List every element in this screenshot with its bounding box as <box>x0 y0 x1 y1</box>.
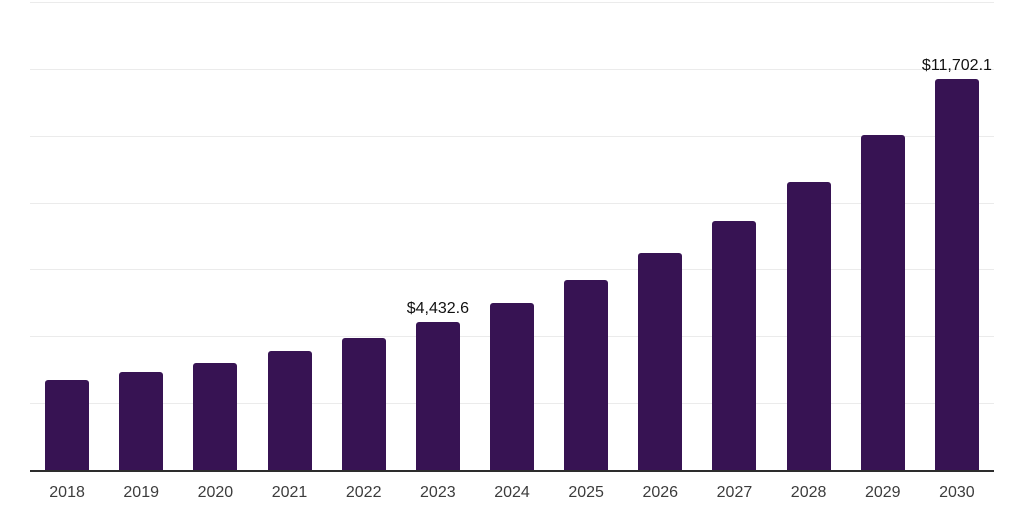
x-tick-label-2020: 2020 <box>197 484 234 501</box>
x-tick-label-2019: 2019 <box>123 484 159 501</box>
x-tick-label-2023: 2023 <box>420 484 456 501</box>
bar-2021[interactable] <box>267 351 312 470</box>
x-tick-label-2029: 2029 <box>864 484 901 501</box>
bar-2030[interactable] <box>934 78 979 470</box>
bar-2023[interactable] <box>415 321 460 470</box>
gridline-6000 <box>30 269 994 271</box>
bar-value-label-2030: $11,702.1 <box>921 56 992 74</box>
plot-area: $4,432.6 $11,702.1 <box>30 2 994 470</box>
bar-2026[interactable] <box>638 253 683 470</box>
x-tick-label-2018: 2018 <box>49 484 85 501</box>
bar-2027[interactable] <box>712 220 757 470</box>
bar-2019[interactable] <box>119 372 164 470</box>
x-tick-label-2028: 2028 <box>790 484 827 501</box>
gridline-12000 <box>30 68 994 70</box>
x-axis-line <box>30 470 994 472</box>
bar-2024[interactable] <box>490 303 534 470</box>
x-tick-label-2027: 2027 <box>716 484 753 501</box>
x-tick-label-2021: 2021 <box>271 484 308 501</box>
bar-2020[interactable] <box>193 362 238 470</box>
x-tick-label-2030: 2030 <box>939 484 975 501</box>
bar-2029[interactable] <box>860 135 905 470</box>
gridline-8000 <box>30 202 994 204</box>
gridline-14000 <box>30 2 994 3</box>
bar-2028[interactable] <box>786 181 831 470</box>
bar-2018[interactable] <box>45 380 90 470</box>
x-tick-label-2026: 2026 <box>642 484 679 501</box>
bar-value-label-2023: $4,432.6 <box>406 299 469 317</box>
x-tick-label-2022: 2022 <box>345 484 382 501</box>
x-tick-label-2025: 2025 <box>568 484 604 501</box>
x-tick-label-2024: 2024 <box>494 484 530 501</box>
bar-2022[interactable] <box>341 337 386 470</box>
bar-2025[interactable] <box>564 280 609 470</box>
gridline-10000 <box>30 135 994 137</box>
